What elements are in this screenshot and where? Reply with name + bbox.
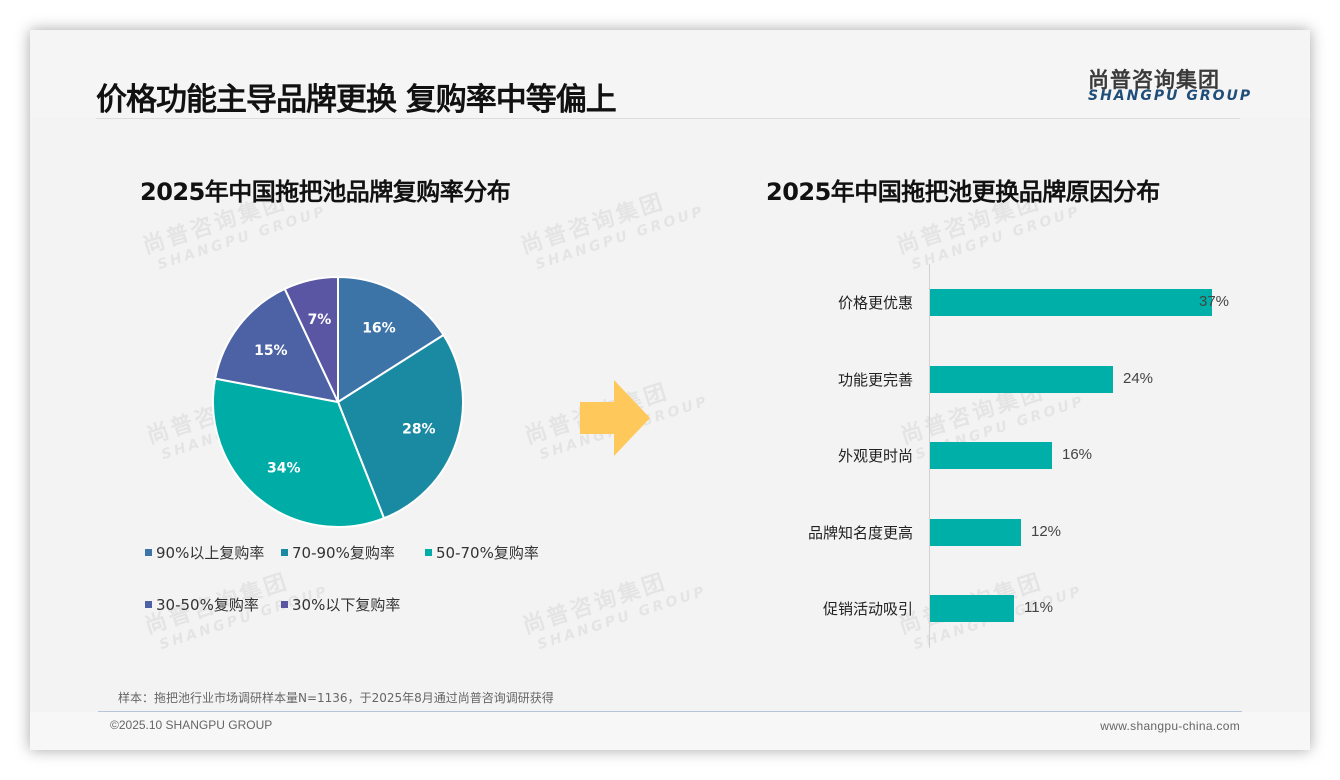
- bar: [930, 289, 1212, 316]
- bar-value-label: 24%: [1123, 370, 1154, 387]
- logo-en: SHANGPU GROUP: [1088, 88, 1253, 104]
- pie-slice: [336, 333, 464, 520]
- pie-slice: [212, 377, 386, 528]
- bar-category-label: 外观更时尚: [837, 447, 913, 465]
- legend-item: 30%以下复购率: [281, 594, 400, 615]
- bar-row: 价格更优惠 37%: [730, 289, 1290, 317]
- legend-item: 90%以上复购率: [145, 542, 264, 563]
- legend-label: 70-90%复购率: [292, 544, 395, 562]
- bar: [930, 595, 1014, 622]
- legend-label: 90%以上复购率: [156, 544, 265, 562]
- bar-category-label: 品牌知名度更高: [807, 524, 913, 542]
- logo-cn: 尚普咨询集团: [1088, 68, 1220, 92]
- legend-label: 30-50%复购率: [156, 596, 259, 614]
- pie-chart: 16% 28% 34% 15% 7%: [212, 276, 464, 528]
- sample-note: 样本：拖把池行业市场调研样本量N=1136，于2025年8月通过尚普咨询调研获得: [118, 691, 554, 705]
- legend-item: 30-50%复购率: [145, 594, 259, 615]
- pie-chart-title: 2025年中国拖把池品牌复购率分布: [140, 178, 511, 206]
- bar-value-label: 37%: [1199, 293, 1230, 310]
- legend-swatch: [145, 549, 152, 556]
- bar-category-label: 功能更完善: [837, 371, 913, 389]
- legend-label: 30%以下复购率: [292, 596, 401, 614]
- legend-swatch: [281, 549, 288, 556]
- bar-row: 外观更时尚 16%: [730, 442, 1290, 470]
- bar-value-label: 16%: [1062, 446, 1093, 463]
- bar-row: 功能更完善 24%: [730, 366, 1290, 394]
- pie-slice-label: 34%: [267, 460, 301, 476]
- pie-slice-label: 7%: [308, 312, 332, 328]
- bar: [930, 442, 1052, 469]
- header-band: [30, 30, 1310, 118]
- footer-copyright: ©2025.10 SHANGPU GROUP: [110, 718, 273, 732]
- legend-swatch: [425, 549, 432, 556]
- footer-website: www.shangpu-china.com: [1100, 719, 1240, 733]
- bar: [930, 519, 1021, 546]
- bar-value-label: 12%: [1031, 523, 1062, 540]
- pie-slice: [214, 287, 340, 404]
- legend-item: 50-70%复购率: [425, 542, 539, 563]
- bar: [930, 366, 1113, 393]
- bar-row: 品牌知名度更高 12%: [730, 519, 1290, 547]
- legend-swatch: [145, 601, 152, 608]
- title-divider: [96, 118, 1240, 119]
- right-arrow-icon: [580, 380, 650, 456]
- legend-item: 70-90%复购率: [281, 542, 395, 563]
- pie-slice: [337, 276, 445, 404]
- footer-band: [30, 712, 1310, 750]
- page-title: 价格功能主导品牌更换 复购率中等偏上: [96, 82, 617, 118]
- legend-label: 50-70%复购率: [436, 544, 539, 562]
- bar-value-label: 11%: [1024, 599, 1053, 616]
- footer-divider: [98, 711, 1242, 712]
- bar-category-label: 价格更优惠: [837, 294, 913, 312]
- pie-slice-label: 15%: [254, 343, 288, 359]
- pie-slice-label: 28%: [402, 421, 436, 437]
- pie-slice-label: 16%: [362, 321, 396, 337]
- bar-row: 促销活动吸引 11%: [730, 595, 1290, 623]
- slide: 价格功能主导品牌更换 复购率中等偏上 尚普咨询集团 SHANGPU GROUP …: [30, 30, 1310, 750]
- pie-slice: [283, 276, 339, 403]
- bar-category-label: 促销活动吸引: [822, 600, 913, 618]
- bar-chart-axis: [929, 264, 930, 648]
- bar-chart-title: 2025年中国拖把池更换品牌原因分布: [766, 178, 1160, 206]
- legend-swatch: [281, 601, 288, 608]
